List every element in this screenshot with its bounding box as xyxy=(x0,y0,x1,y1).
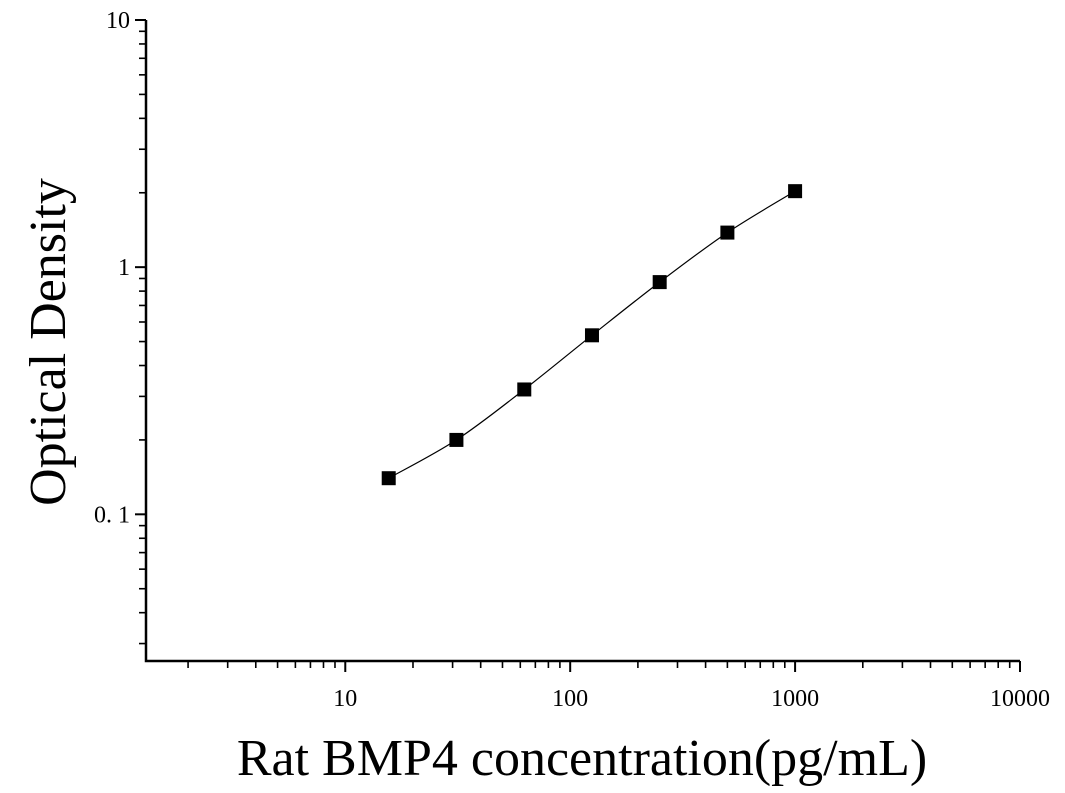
data-point-marker xyxy=(788,184,803,199)
axes xyxy=(144,20,1020,663)
data-point-marker xyxy=(584,328,599,343)
x-axis-ticks: 10 100 1000 10000 xyxy=(187,661,1050,712)
y-tick-label: 0. 1 xyxy=(94,502,130,528)
x-tick-label: 100 xyxy=(552,686,588,712)
y-axis-title: Optical Density xyxy=(20,178,77,506)
x-tick-label: 1000 xyxy=(771,686,819,712)
data-points xyxy=(381,184,803,486)
data-point-marker xyxy=(652,275,667,290)
axis-frame xyxy=(144,20,1020,663)
x-tick-label: 10 xyxy=(333,686,357,712)
y-tick-label: 1 xyxy=(118,255,130,281)
data-point-marker xyxy=(449,432,464,447)
y-tick-label: 10 xyxy=(106,8,130,34)
x-axis-title: Rat BMP4 concentration(pg/mL) xyxy=(237,730,927,787)
data-point-marker xyxy=(517,382,532,397)
x-tick-label: 10000 xyxy=(990,686,1050,712)
y-axis-ticks: 0. 1 1 10 xyxy=(94,8,146,645)
data-point-marker xyxy=(381,471,396,486)
data-point-marker xyxy=(720,225,735,240)
